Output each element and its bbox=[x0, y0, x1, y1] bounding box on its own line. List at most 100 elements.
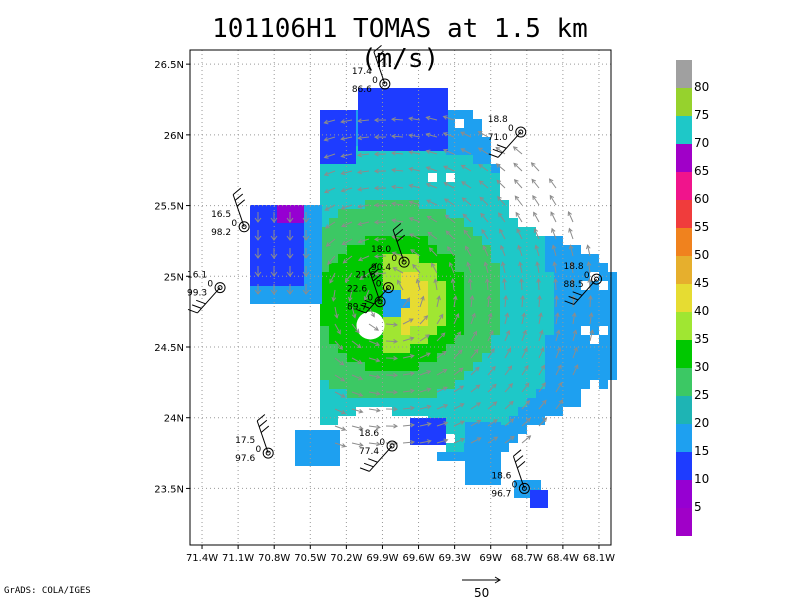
wind-cell bbox=[376, 97, 385, 106]
wind-cell bbox=[527, 236, 536, 245]
wind-vector bbox=[334, 425, 346, 431]
wind-cell bbox=[446, 119, 455, 128]
wind-vector-head bbox=[302, 253, 310, 259]
wind-vector-head bbox=[445, 230, 451, 236]
wind-cell bbox=[410, 263, 419, 272]
wind-cell bbox=[320, 182, 329, 191]
wind-cell bbox=[572, 245, 581, 254]
wind-vector-head bbox=[286, 289, 294, 295]
wind-cell bbox=[259, 241, 268, 250]
wind-cell bbox=[320, 146, 329, 155]
wind-cell bbox=[338, 281, 347, 290]
wind-cell bbox=[500, 353, 509, 362]
wind-vector-head bbox=[373, 134, 379, 140]
wind-cell bbox=[491, 353, 500, 362]
wind-cell bbox=[491, 290, 500, 299]
wind-vector bbox=[531, 179, 540, 189]
wind-vector bbox=[531, 162, 540, 172]
wind-cell bbox=[473, 119, 482, 128]
wind-vector bbox=[351, 357, 362, 364]
wind-vector-head bbox=[526, 435, 532, 440]
wind-vector-head bbox=[390, 134, 396, 139]
wind-cell bbox=[338, 245, 347, 254]
wind-cell bbox=[365, 362, 374, 371]
wind-cell bbox=[268, 250, 277, 259]
wind-vector-head bbox=[460, 148, 466, 153]
wind-cell bbox=[545, 263, 554, 272]
wind-cell bbox=[473, 362, 482, 371]
wind-vector bbox=[467, 262, 472, 274]
wind-cell bbox=[419, 272, 428, 281]
wind-cell bbox=[455, 200, 464, 209]
wind-cell bbox=[581, 353, 590, 362]
wind-cell bbox=[295, 241, 304, 250]
wind-cell bbox=[329, 380, 338, 389]
wind-vector bbox=[393, 267, 404, 274]
wind-cell bbox=[446, 290, 455, 299]
wind-cell bbox=[491, 272, 500, 281]
wind-vector-head bbox=[522, 329, 527, 335]
wind-vector bbox=[368, 323, 379, 331]
wind-cell bbox=[338, 308, 347, 317]
wind-cell bbox=[347, 353, 356, 362]
wind-vector bbox=[426, 199, 438, 206]
wind-vector-head bbox=[357, 186, 363, 192]
wind-cell bbox=[539, 490, 548, 499]
x-tick-label: 70.8W bbox=[258, 553, 290, 564]
wind-cell bbox=[250, 214, 259, 223]
wind-vector bbox=[462, 213, 472, 223]
wind-cell bbox=[464, 227, 473, 236]
wind-vector-head bbox=[376, 441, 381, 447]
wind-cell bbox=[482, 407, 491, 416]
wind-cell bbox=[482, 164, 491, 173]
wind-cell bbox=[455, 128, 464, 137]
wind-vector-head bbox=[524, 364, 529, 370]
wind-vector-head bbox=[478, 180, 484, 185]
wind-cell bbox=[304, 448, 313, 457]
wind-vector bbox=[409, 217, 421, 223]
wind-vector-head bbox=[482, 245, 487, 251]
wind-cell bbox=[455, 146, 464, 155]
wind-cell bbox=[437, 218, 446, 227]
wind-cell bbox=[259, 214, 268, 223]
wind-cell bbox=[509, 326, 518, 335]
wind-vector bbox=[385, 340, 398, 343]
wind-vector bbox=[513, 163, 523, 172]
wind-cell bbox=[419, 200, 428, 209]
wind-cell bbox=[385, 124, 394, 133]
wind-vector-head bbox=[499, 228, 504, 234]
wind-cell bbox=[455, 380, 464, 389]
wind-cell bbox=[428, 272, 437, 281]
wind-cell bbox=[304, 259, 313, 268]
wind-barb-flag bbox=[396, 234, 406, 242]
wind-cell bbox=[572, 389, 581, 398]
wind-vector-head bbox=[509, 435, 515, 441]
wind-vector bbox=[568, 211, 574, 223]
wind-vector bbox=[521, 400, 530, 410]
wind-cell bbox=[338, 353, 347, 362]
wind-cell bbox=[527, 371, 536, 380]
wind-cell bbox=[320, 227, 329, 236]
wind-cell bbox=[437, 353, 446, 362]
wind-cell bbox=[500, 218, 509, 227]
wind-cell bbox=[554, 335, 563, 344]
wind-vector-head bbox=[553, 277, 558, 283]
wind-vector bbox=[469, 279, 472, 291]
wind-cell bbox=[428, 326, 437, 335]
wind-vector bbox=[426, 133, 438, 138]
wind-cell bbox=[419, 371, 428, 380]
wind-vector-head bbox=[516, 228, 521, 234]
wind-vector bbox=[343, 255, 353, 264]
wind-cell bbox=[473, 326, 482, 335]
wind-cell bbox=[446, 308, 455, 317]
wind-cell bbox=[464, 308, 473, 317]
wind-cell bbox=[437, 344, 446, 353]
wind-cell bbox=[347, 389, 356, 398]
wind-cell bbox=[403, 133, 412, 142]
wind-cell bbox=[320, 398, 329, 407]
wind-vector bbox=[470, 384, 480, 393]
wind-cell bbox=[365, 272, 374, 281]
wind-vector bbox=[324, 136, 336, 141]
wind-cell bbox=[320, 164, 329, 173]
wind-cell bbox=[599, 290, 608, 299]
